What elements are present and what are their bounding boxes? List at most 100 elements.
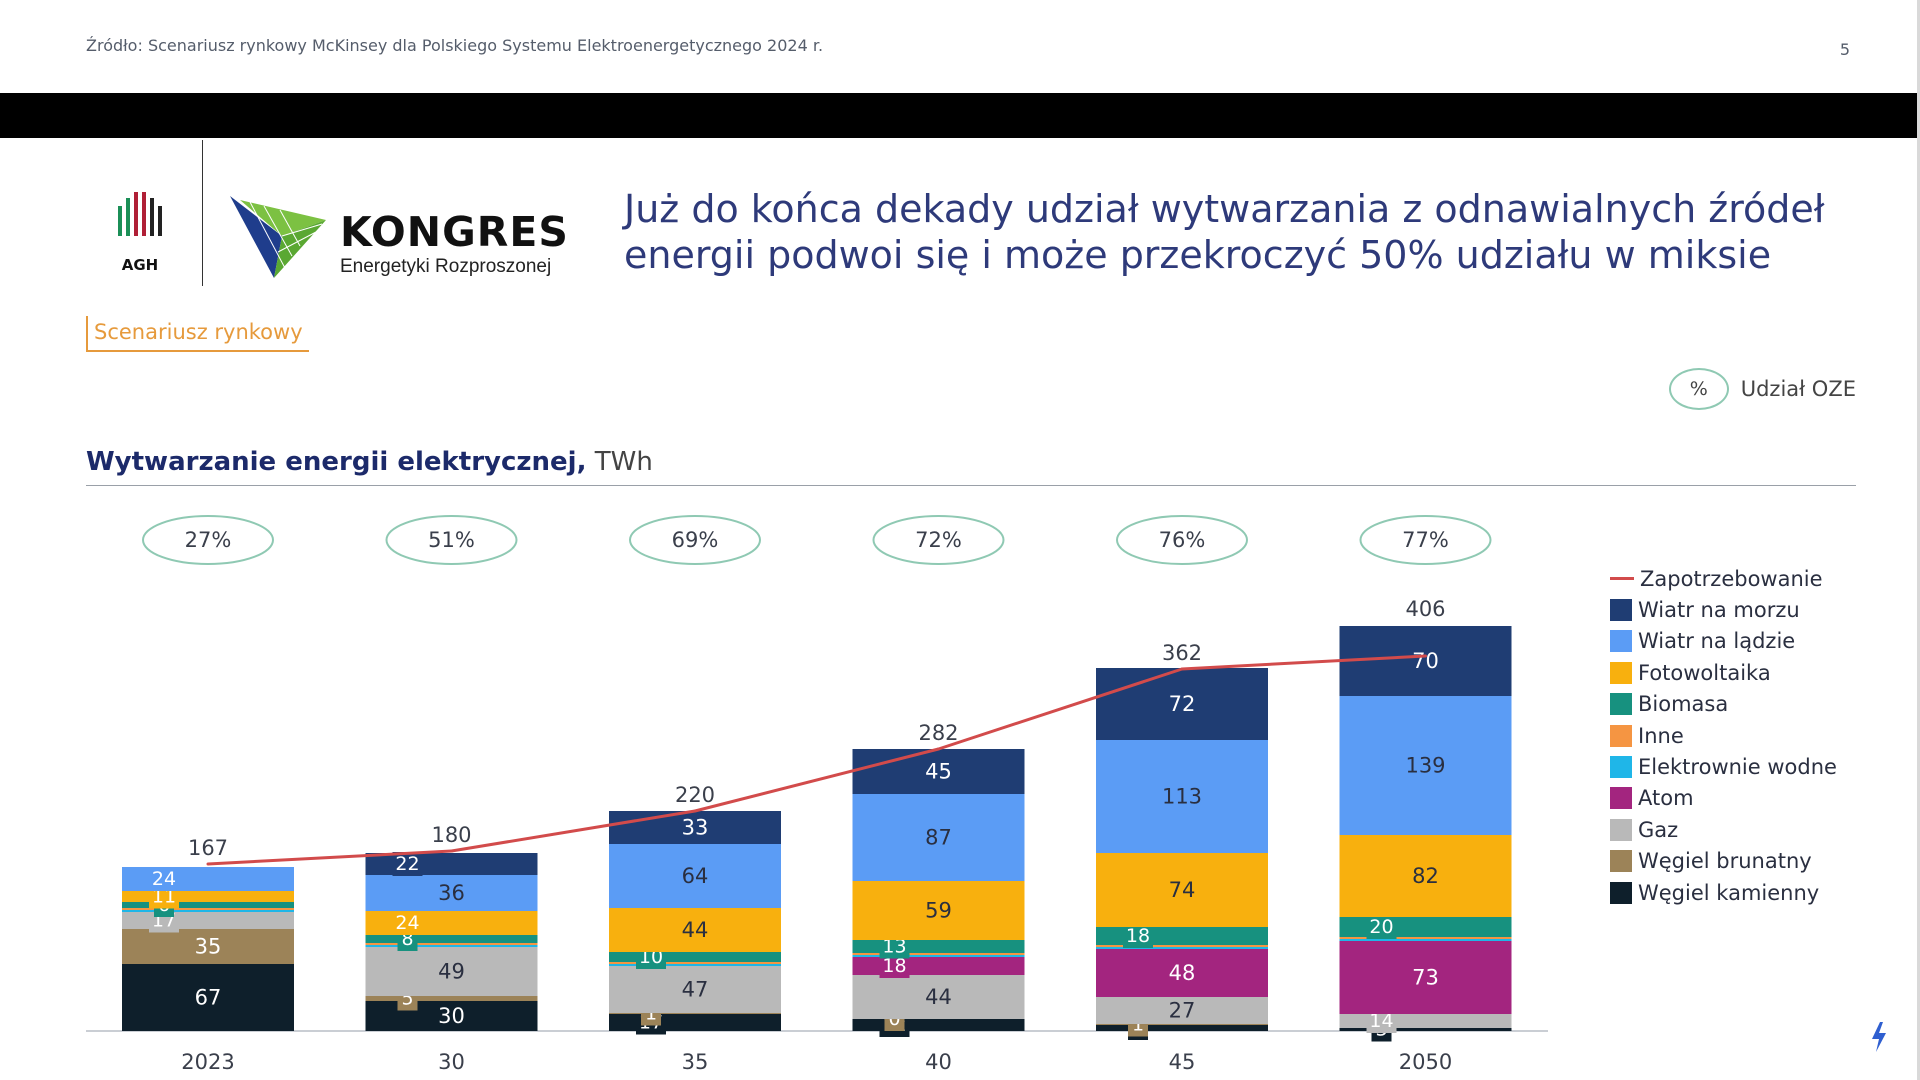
bar-fotowoltaika-2023	[122, 891, 294, 902]
source-note: Źródło: Scenariusz rynkowy McKinsey dla …	[86, 36, 824, 55]
logo-divider	[202, 140, 203, 286]
x-tick-label-35: 35	[682, 1050, 709, 1074]
bar-elektrownie-wodne-35	[609, 964, 781, 966]
oze-share-bubble-45	[1116, 515, 1248, 565]
data-label-wiatr-na-morzu-2050: 70	[1412, 649, 1439, 673]
demand-point-40	[937, 747, 940, 751]
data-label-wiatr-na-ladzie-45: 113	[1162, 785, 1202, 809]
oze-share-label: Udział OZE	[1740, 377, 1856, 401]
oze-share-bubble-30	[385, 515, 518, 565]
legend-item-atom: Atom	[1610, 783, 1837, 814]
kongres-logo-icon	[230, 196, 326, 278]
bar-gaz-40	[852, 975, 1025, 1019]
bar-inne-2050	[1339, 937, 1512, 939]
total-label-45: 362	[1162, 641, 1202, 665]
bar-wegiel-brunatny-45	[1096, 1024, 1268, 1025]
bar-inne-35	[609, 962, 781, 964]
bar-atom-45	[1096, 949, 1268, 997]
bar-wegiel-kamienny-2050	[1339, 1028, 1512, 1031]
demand-point-2023	[206, 862, 210, 866]
header-band	[0, 93, 1920, 138]
bar-gaz-2050	[1339, 1014, 1512, 1028]
bar-wiatr-na-ladzie-45	[1096, 740, 1268, 853]
slide-headline: Już do końca dekady udział wytwarzania z…	[624, 187, 1825, 277]
data-label-gaz-40: 44	[925, 985, 952, 1009]
legend-label-wiatr-na-morzu: Wiatr na morzu	[1638, 598, 1800, 623]
bar-inne-45	[1096, 945, 1268, 947]
legend-swatch-zapotrzebowanie	[1610, 577, 1634, 581]
legend-label-biomasa: Biomasa	[1638, 692, 1729, 717]
data-label-atom-40: 18	[882, 955, 906, 977]
demand-point-30	[450, 849, 453, 853]
legend-swatch-wegiel-kamienny	[1610, 881, 1632, 904]
legend-label-gaz: Gaz	[1638, 817, 1679, 842]
data-label-wegiel-brunatny-2023: 35	[195, 935, 222, 959]
bar-inne-30	[365, 943, 538, 945]
kongres-logo-title: KONGRES	[340, 208, 569, 256]
data-label-biomasa-45: 18	[1126, 925, 1150, 947]
data-label-box-fotowoltaika-30	[392, 911, 423, 935]
page-edge	[1917, 0, 1920, 1080]
lightning-icon	[1872, 1022, 1886, 1052]
oze-share-label-40: 72%	[915, 528, 962, 552]
bar-wiatr-na-morzu-40	[852, 749, 1025, 794]
legend-swatch-wegiel-brunatny	[1610, 850, 1632, 873]
data-label-box-biomasa-2050	[1366, 915, 1397, 939]
bar-atom-40	[852, 957, 1025, 975]
bar-wiatr-na-ladzie-2050	[1339, 696, 1512, 835]
data-label-wiatr-na-morzu-40: 45	[925, 760, 952, 784]
x-tick-label-45: 45	[1169, 1050, 1196, 1074]
page-number: 5	[1839, 40, 1850, 59]
demand-line-segment-5	[1181, 654, 1426, 671]
bar-fotowoltaika-40	[852, 881, 1025, 940]
legend-label-wegiel-brunatny: Węgiel brunatny	[1638, 849, 1812, 874]
data-label-wiatr-na-morzu-45: 72	[1169, 692, 1196, 716]
data-label-atom-2050: 73	[1412, 966, 1439, 990]
bar-fotowoltaika-30	[365, 911, 538, 935]
bar-gaz-2023	[122, 912, 294, 929]
oze-share-label-35: 69%	[672, 528, 719, 552]
demand-point-2050	[1424, 654, 1427, 658]
bar-wiatr-na-morzu-2050	[1339, 626, 1512, 696]
legend-item-inne: Inne	[1610, 720, 1837, 751]
data-label-gaz-30: 49	[438, 960, 465, 984]
data-label-gaz-2050: 14	[1369, 1010, 1393, 1032]
bar-elektrownie-wodne-45	[1096, 947, 1268, 949]
data-label-gaz-45: 27	[1169, 999, 1196, 1023]
legend-item-wiatr-na-morzu: Wiatr na morzu	[1610, 594, 1837, 625]
data-label-wiatr-na-ladzie-2023: 24	[152, 868, 176, 890]
bar-fotowoltaika-35	[609, 908, 781, 952]
bar-fotowoltaika-2050	[1339, 835, 1512, 917]
legend-swatch-wiatr-na-morzu	[1610, 599, 1632, 622]
oze-share-bubble-2023	[142, 515, 274, 565]
data-label-biomasa-2050: 20	[1369, 916, 1393, 938]
bar-elektrownie-wodne-30	[365, 945, 538, 947]
bar-biomasa-2050	[1339, 917, 1512, 937]
legend-item-zapotrzebowanie: Zapotrzebowanie	[1610, 563, 1837, 594]
chart-title: Wytwarzanie energii elektrycznej, TWh	[86, 447, 653, 477]
legend-item-wegiel-brunatny: Węgiel brunatny	[1610, 846, 1837, 877]
total-label-30: 180	[431, 823, 471, 847]
demand-point-35	[693, 809, 697, 813]
data-label-wiatr-na-ladzie-35: 64	[682, 864, 709, 888]
legend-swatch-biomasa	[1610, 693, 1632, 716]
bar-wegiel-kamienny-45	[1096, 1025, 1268, 1031]
data-label-wegiel-kamienny-2023: 67	[195, 986, 222, 1010]
oze-share-bubble: %	[1668, 368, 1729, 410]
total-label-40: 282	[918, 721, 958, 745]
bar-elektrownie-wodne-2050	[1339, 939, 1512, 941]
bar-wiatr-na-morzu-45	[1096, 668, 1268, 740]
agh-logo-text: AGH	[122, 256, 158, 274]
demand-line-segment-1	[207, 849, 452, 866]
chart-legend: Zapotrzebowanie Wiatr na morzu Wiatr na lą…	[1610, 563, 1837, 908]
data-label-wegiel-kamienny-30: 30	[438, 1004, 465, 1028]
data-label-box-biomasa-45	[1123, 924, 1153, 948]
total-label-2050: 406	[1405, 597, 1445, 621]
oze-share-bubble-35	[629, 515, 761, 565]
data-label-wiatr-na-morzu-30: 22	[395, 853, 419, 875]
bar-wegiel-kamienny-35	[609, 1014, 781, 1031]
x-tick-label-30: 30	[438, 1050, 465, 1074]
oze-share-label-45: 76%	[1159, 528, 1206, 552]
data-label-fotowoltaika-45: 74	[1169, 878, 1196, 902]
bar-wegiel-brunatny-2023	[122, 929, 294, 964]
